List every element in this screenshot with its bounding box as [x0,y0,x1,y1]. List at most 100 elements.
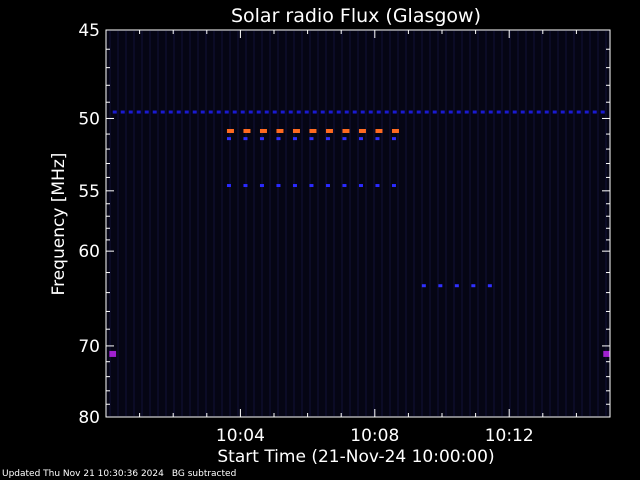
signal-point [424,110,429,114]
signal-point [208,110,213,114]
noise-column [597,31,599,416]
signal-point [528,110,533,114]
noise-column [373,31,375,416]
signal-point [342,184,347,188]
signal-point [272,110,277,114]
noise-column [533,31,535,416]
signal-point [184,110,189,114]
signal-point [496,110,501,114]
signal-point [358,128,366,133]
noise-column [181,31,183,416]
signal-point [309,137,314,141]
noise-column [389,31,391,416]
signal-point [226,128,234,133]
signal-point [120,110,125,114]
signal-point [292,137,297,141]
noise-column [477,31,479,416]
signal-point [584,110,589,114]
signal-point [259,128,267,133]
signal-point [304,110,309,114]
signal-point [342,128,350,133]
noise-column [469,31,471,416]
signal-point [512,110,517,114]
signal-point [336,110,341,114]
signal-point [226,137,231,141]
signal-point [309,184,314,188]
signal-point [438,284,443,288]
signal-point [259,184,264,188]
signal-point [456,110,461,114]
signal-point [391,137,396,141]
noise-column [357,31,359,416]
signal-point [376,110,381,114]
signal-point [464,110,469,114]
noise-column [557,31,559,416]
x-axis: 10:04 10:08 10:12 [139,30,577,446]
noise-column [405,31,407,416]
signal-point [288,110,293,114]
noise-column [509,31,511,416]
noise-column [237,31,239,416]
signal-point [375,128,383,133]
noise-column [149,31,151,416]
background-noise [109,31,607,416]
noise-column [165,31,167,416]
signal-point [176,110,181,114]
y-axis: 45 50 55 60 70 80 [78,21,610,428]
plot-frame [105,29,611,418]
noise-column [309,31,311,416]
signal-point [384,110,389,114]
noise-column [125,31,127,416]
footer: Updated Thu Nov 21 10:30:36 2024 BG subtr… [2,469,236,479]
signal-point [344,110,349,114]
signal-point [416,110,421,114]
signal-point [240,110,245,114]
noise-column [485,31,487,416]
noise-column [541,31,543,416]
noise-column [301,31,303,416]
signal-point [488,110,493,114]
y-tick-label: 45 [78,21,100,41]
signal-point [375,184,380,188]
signal-point [144,110,149,114]
noise-column [573,31,575,416]
signal-point [400,110,405,114]
signal-point [232,110,237,114]
noise-column [381,31,383,416]
signal-point [600,110,605,114]
noise-column [141,31,143,416]
signal-point [368,110,373,114]
signal-point [408,110,413,114]
noise-column [221,31,223,416]
signal-point [325,128,333,133]
signal-point [358,137,363,141]
signal-layer [109,110,610,357]
signal-point [328,110,333,114]
signal-point [276,184,281,188]
noise-column [213,31,215,416]
noise-column [453,31,455,416]
signal-point [312,110,317,114]
signal-point [192,110,197,114]
noise-column [349,31,351,416]
x-tick-label: 10:08 [350,426,399,446]
noise-column [493,31,495,416]
signal-point [109,350,117,357]
noise-column [109,31,111,416]
signal-point [352,110,357,114]
signal-point [471,284,476,288]
signal-point [504,110,509,114]
signal-point [448,110,453,114]
noise-column [429,31,431,416]
noise-column [565,31,567,416]
noise-column [133,31,135,416]
noise-column [421,31,423,416]
noise-column [205,31,207,416]
signal-point [224,110,229,114]
y-tick-label: 70 [78,337,100,357]
signal-point [152,110,157,114]
noise-column [117,31,119,416]
signal-point [276,128,284,133]
signal-point [520,110,525,114]
